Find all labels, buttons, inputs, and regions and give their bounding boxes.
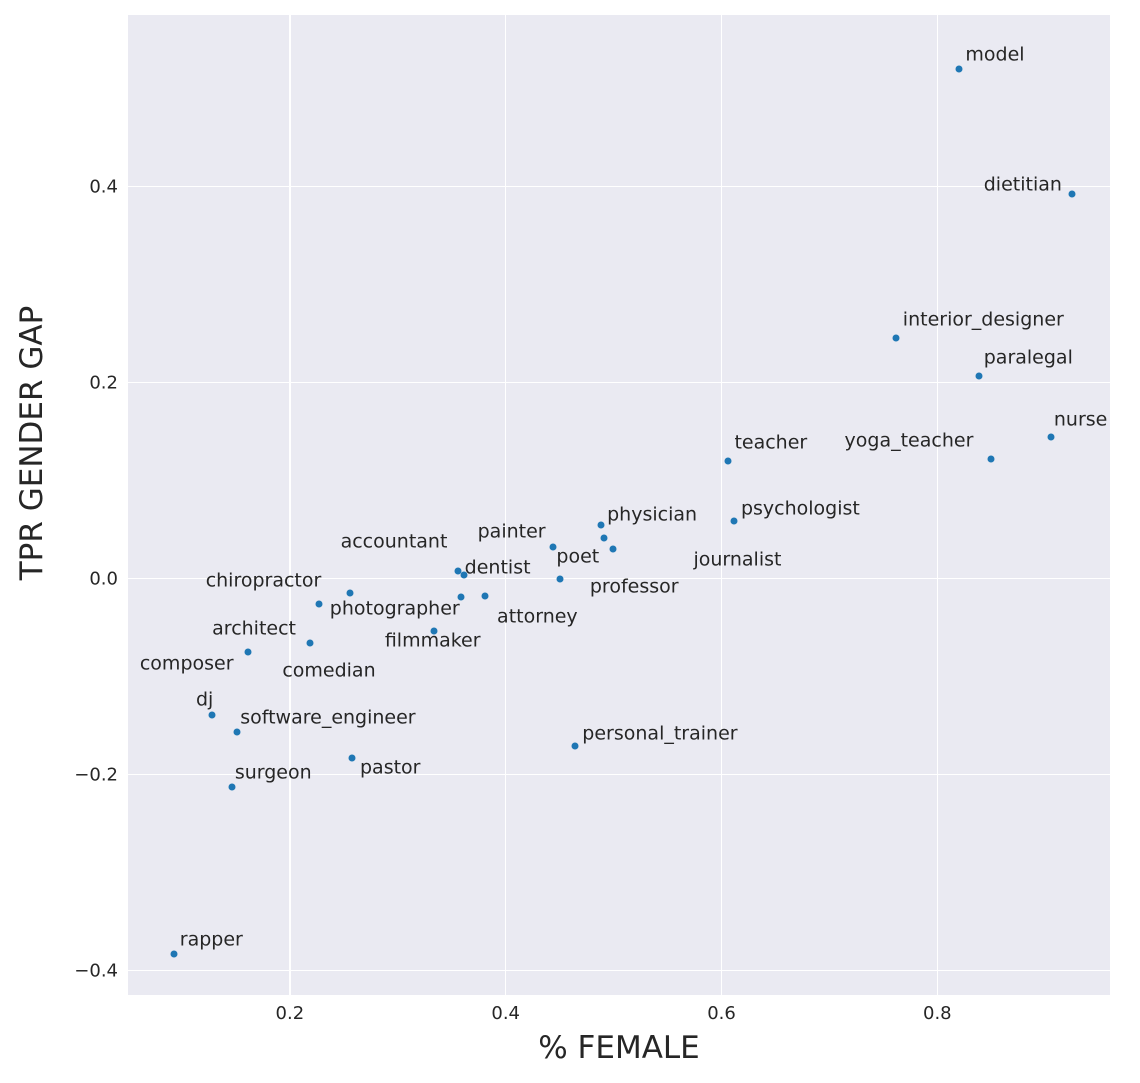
scatter-point-accountant	[454, 567, 462, 575]
y-gridline	[128, 773, 1110, 776]
y-gridline	[128, 381, 1110, 384]
scatter-point-physician	[597, 521, 605, 529]
point-label-composer: composer	[139, 652, 234, 675]
scatter-point-dentist	[460, 571, 468, 579]
y-tick-label: 0.0	[89, 568, 118, 589]
scatter-point-comedian	[315, 600, 323, 608]
point-label-psychologist: psychologist	[740, 497, 860, 520]
scatter-point-interior_designer	[892, 334, 900, 342]
point-label-architect: architect	[212, 618, 296, 641]
scatter-point-attorney	[481, 592, 489, 600]
scatter-point-rapper	[170, 950, 178, 958]
scatter-point-pastor	[348, 754, 356, 762]
point-label-chiropractor: chiropractor	[205, 569, 322, 592]
scatter-point-filmmaker	[430, 627, 438, 635]
x-tick-label: 0.2	[275, 1003, 305, 1024]
scatter-point-software_engineer	[233, 728, 241, 736]
scatter-point-personal_trainer	[571, 742, 579, 750]
point-label-pastor: pastor	[360, 756, 421, 779]
x-gridline	[504, 15, 507, 995]
y-tick-label: −0.2	[74, 764, 118, 785]
x-gridline	[720, 15, 723, 995]
plot-area: model dietitian interior_designer paralegal…	[128, 15, 1110, 995]
scatter-point-teacher	[724, 457, 732, 465]
point-label-paralegal: paralegal	[983, 346, 1073, 369]
point-label-journalist: journalist	[693, 548, 782, 571]
scatter-point-dj	[208, 711, 216, 719]
y-gridline	[128, 969, 1110, 972]
point-label-rapper: rapper	[179, 928, 243, 951]
scatter-point-surgeon	[228, 783, 236, 791]
point-label-poet: poet	[556, 545, 600, 568]
point-label-surgeon: surgeon	[234, 761, 312, 784]
y-gridline	[128, 577, 1110, 580]
point-label-dentist: dentist	[464, 556, 531, 579]
point-label-professor: professor	[589, 575, 679, 598]
scatter-point-poet	[600, 534, 608, 542]
point-label-nurse: nurse	[1053, 408, 1108, 431]
scatter-point-psychologist	[730, 517, 738, 525]
point-label-dj: dj	[195, 688, 214, 711]
x-gridline	[289, 15, 291, 995]
scatter-point-professor	[556, 575, 564, 583]
scatter-point-dietitian	[1068, 190, 1076, 198]
x-tick-label: 0.6	[707, 1003, 736, 1024]
scatter-point-journalist	[609, 545, 617, 553]
point-label-accountant: accountant	[340, 530, 448, 553]
point-label-dietitian: dietitian	[983, 173, 1062, 196]
scatter-point-model	[955, 65, 963, 73]
y-tick-label: 0.2	[89, 372, 118, 393]
point-label-yoga_teacher: yoga_teacher	[844, 429, 974, 452]
point-label-interior_designer: interior_designer	[902, 308, 1064, 331]
point-label-model: model	[965, 43, 1025, 66]
x-axis-label: % FEMALE	[538, 1030, 700, 1066]
scatter-point-composer	[244, 648, 252, 656]
y-tick-label: −0.4	[74, 960, 118, 981]
x-tick-label: 0.8	[923, 1003, 952, 1024]
point-label-comedian: comedian	[282, 659, 376, 682]
x-gridline	[936, 15, 939, 995]
point-label-software_engineer: software_engineer	[240, 706, 416, 729]
point-label-personal_trainer: personal_trainer	[582, 722, 738, 745]
scatter-point-photographer	[457, 593, 465, 601]
y-axis-label: TPR GENDER GAP	[14, 305, 50, 581]
scatter-point-chiropractor	[346, 589, 354, 597]
x-tick-label: 0.4	[491, 1003, 521, 1024]
point-label-teacher: teacher	[734, 431, 808, 454]
point-label-filmmaker: filmmaker	[384, 629, 481, 652]
point-label-attorney: attorney	[497, 605, 578, 628]
scatter-point-nurse	[1047, 433, 1055, 441]
point-label-photographer: photographer	[329, 597, 460, 620]
scatter-point-painter	[549, 543, 557, 551]
y-tick-label: 0.4	[89, 176, 118, 197]
point-label-physician: physician	[607, 503, 698, 526]
point-label-painter: painter	[477, 520, 546, 543]
scatter-point-paralegal	[975, 372, 983, 380]
y-gridline	[128, 185, 1110, 188]
scatter-point-yoga_teacher	[987, 455, 995, 463]
scatter-point-architect	[306, 639, 314, 647]
